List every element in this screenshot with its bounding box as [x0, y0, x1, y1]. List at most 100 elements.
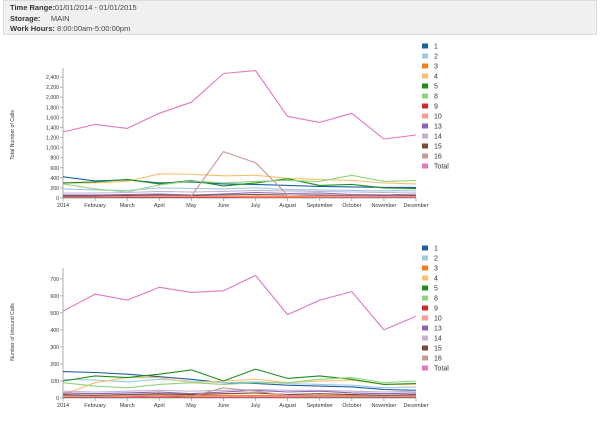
legend-label-16: 16 — [434, 356, 442, 363]
y-tick-label: 400 — [50, 176, 59, 182]
legend-swatch-1 — [422, 245, 428, 251]
x-tick-label: May — [186, 403, 196, 409]
x-tick-label: May — [186, 203, 196, 209]
legend-label-3: 3 — [434, 266, 438, 273]
x-tick-label: November — [371, 403, 396, 409]
y-tick-label: 1,600 — [46, 115, 59, 121]
legend-swatch-5 — [422, 83, 428, 89]
legend-swatch-15 — [422, 143, 428, 149]
legend-label-8: 8 — [434, 94, 438, 101]
total-calls-chart: 0 200 400 600 800 1,000 1,200 1,400 1,600 1,800 2,… — [10, 43, 449, 209]
y-tick-label: 300 — [50, 345, 59, 351]
y-axis-label: Total Number of Calls — [10, 110, 16, 160]
legend-swatch-14 — [422, 133, 428, 139]
legend-label-14: 14 — [434, 134, 442, 141]
y-tick-label: 600 — [50, 166, 59, 172]
series-line-13 — [62, 389, 417, 395]
legend-label-16: 16 — [434, 154, 442, 161]
legend-label-total: Total — [434, 164, 449, 171]
y-tick-label: 2,400 — [46, 75, 59, 81]
storage-value: MAIN — [50, 13, 70, 23]
x-tick-label: October — [342, 203, 361, 209]
series-line-5 — [62, 178, 417, 189]
legend-swatch-4 — [422, 275, 428, 281]
legend-swatch-total — [422, 163, 428, 169]
y-tick-label: 500 — [50, 311, 59, 317]
series-line-13 — [63, 191, 417, 196]
x-tick-label: June — [218, 203, 230, 209]
legend-label-5: 5 — [434, 84, 438, 91]
legend-swatch-9 — [422, 103, 428, 109]
series-line-5 — [62, 368, 417, 385]
x-tick-label: October — [342, 403, 361, 409]
legend-swatch-10 — [422, 315, 428, 321]
legend-swatch-9 — [422, 305, 428, 311]
legend-swatch-8 — [422, 295, 428, 301]
legend-swatch-16 — [422, 355, 428, 361]
series-line-8 — [62, 174, 417, 193]
y-tick-label: 200 — [50, 362, 59, 368]
work-hours-label: Work Hours: — [10, 24, 55, 33]
series-line-15 — [62, 392, 417, 396]
y-tick-label: 200 — [50, 186, 59, 192]
legend-label-1: 1 — [434, 246, 438, 253]
y-tick-label: 100 — [50, 379, 59, 385]
storage-row: Storage: MAIN — [10, 14, 590, 25]
time-range-value: 01/01/2014 - 01/01/2015 — [54, 3, 137, 12]
x-tick-label: March — [120, 403, 135, 409]
x-tick-label: 2014 — [57, 203, 69, 209]
x-tick-label: February — [84, 203, 106, 209]
x-tick-label: March — [120, 203, 135, 209]
legend-swatch-10 — [422, 113, 428, 119]
x-tick-label: November — [371, 203, 396, 209]
legend-label-9: 9 — [434, 104, 438, 111]
legend-label-2: 2 — [434, 54, 438, 61]
legend-swatch-16 — [422, 153, 428, 159]
legend-swatch-4 — [422, 73, 428, 79]
y-tick-label: 0 — [56, 396, 59, 402]
legend-label-total: Total — [434, 366, 449, 373]
x-tick-label: April — [154, 403, 165, 409]
x-tick-label: December — [404, 403, 429, 409]
series-line-16 — [63, 151, 416, 198]
y-tick-label: 0 — [56, 196, 59, 202]
legend-label-13: 13 — [434, 124, 442, 131]
x-tick-label: August — [279, 403, 296, 409]
legend-swatch-2 — [422, 53, 428, 59]
y-tick-label: 1,800 — [46, 105, 59, 111]
legend-label-8: 8 — [434, 296, 438, 303]
legend-label-2: 2 — [434, 256, 438, 263]
legend-swatch-14 — [422, 335, 428, 341]
legend-label-15: 15 — [434, 144, 442, 151]
legend-swatch-1 — [422, 43, 428, 49]
legend-label-1: 1 — [434, 44, 438, 51]
legend-label-10: 10 — [434, 114, 442, 121]
legend-swatch-3 — [422, 265, 428, 271]
x-tick-label: September — [307, 403, 334, 409]
work-hours-row: Work Hours: 8:00:00am-5:00:00pm — [10, 24, 590, 35]
y-tick-label: 2,200 — [46, 85, 59, 91]
legend-label-13: 13 — [434, 326, 442, 333]
series-line-16 — [63, 387, 416, 397]
series-line-total — [62, 274, 417, 331]
y-tick-label: 1,000 — [46, 146, 59, 152]
x-tick-label: June — [218, 403, 230, 409]
series-line-2 — [62, 187, 417, 192]
legend-swatch-2 — [422, 255, 428, 261]
legend-swatch-5 — [422, 285, 428, 291]
x-tick-label: February — [84, 403, 106, 409]
series-line-total — [62, 69, 417, 140]
legend-label-4: 4 — [434, 276, 438, 283]
legend-label-14: 14 — [434, 336, 442, 343]
work-hours-value: 8:00:00am-5:00:00pm — [56, 24, 131, 33]
y-axis-label: Number of Inbound Calls — [10, 303, 16, 361]
legend-label-5: 5 — [434, 286, 438, 293]
legend-label-15: 15 — [434, 346, 442, 353]
x-tick-label: December — [404, 203, 429, 209]
legend-swatch-8 — [422, 93, 428, 99]
legend-swatch-3 — [422, 63, 428, 69]
x-tick-label: April — [154, 203, 165, 209]
y-tick-label: 600 — [50, 294, 59, 300]
time-range-label: Time Range: — [10, 3, 55, 12]
